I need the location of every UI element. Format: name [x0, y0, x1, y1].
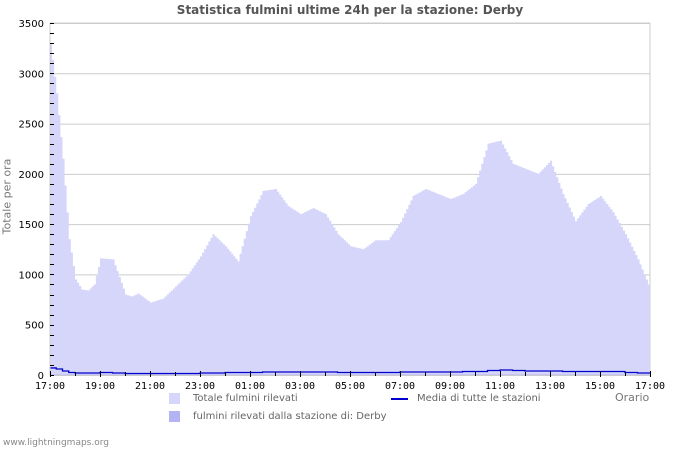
legend-average-label: Media di tutte le stazioni — [417, 393, 541, 404]
x-tick-label: 17:00 — [35, 381, 65, 392]
y-tick-label: 2500 — [19, 120, 44, 131]
x-tick-label: 09:00 — [435, 381, 465, 392]
x-tick-label: 13:00 — [535, 381, 565, 392]
legend-average-line — [391, 398, 408, 400]
y-tick-label: 0 — [38, 371, 44, 382]
legend-station-swatch — [169, 411, 180, 422]
footer-site: www.lightningmaps.org — [3, 438, 109, 448]
x-tick-label: 03:00 — [285, 381, 315, 392]
y-tick-label: 500 — [25, 321, 44, 332]
x-tick-label: 23:00 — [185, 381, 215, 392]
x-tick-label: 15:00 — [585, 381, 615, 392]
chart-title: Statistica fulmini ultime 24h per la sta… — [176, 3, 524, 17]
y-tick-label: 1500 — [19, 220, 44, 231]
x-tick-label: 01:00 — [235, 381, 265, 392]
x-tick-label: 05:00 — [335, 381, 365, 392]
total-area — [50, 43, 650, 375]
y-axis-label: Totale per ora — [0, 158, 14, 235]
legend-total-label: Totale fulmini rilevati — [193, 393, 298, 404]
y-tick-label: 3500 — [19, 19, 44, 30]
data-areas — [50, 43, 650, 375]
x-tick-label: 17:00 — [635, 381, 665, 392]
x-tick-label: 07:00 — [385, 381, 415, 392]
tick-labels: 0 500 1000 1500 2000 2500 3000 3500 17:00 19:00 21… — [19, 19, 666, 392]
x-tick-label: 21:00 — [135, 381, 165, 392]
x-tick-label: 19:00 — [85, 381, 115, 392]
axes — [49, 23, 651, 377]
y-tick-label: 1000 — [19, 270, 44, 281]
x-axis-label: Orario — [615, 391, 650, 404]
y-tick-label: 2000 — [19, 170, 44, 181]
legend-station-label: fulmini rilevati dalla stazione di: Derb… — [193, 411, 387, 422]
legend-total-swatch — [169, 393, 180, 404]
y-tick-label: 3000 — [19, 69, 44, 80]
x-tick-label: 11:00 — [485, 381, 515, 392]
